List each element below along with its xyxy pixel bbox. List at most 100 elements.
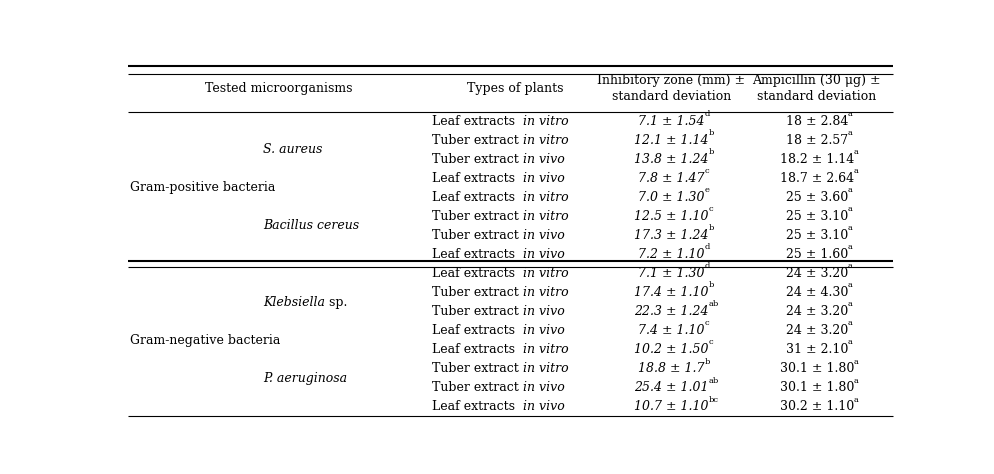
Text: d: d (705, 110, 710, 118)
Text: in vivo: in vivo (523, 229, 565, 242)
Text: 24 ± 3.20: 24 ± 3.20 (785, 305, 848, 318)
Text: 7.1 ± 1.30: 7.1 ± 1.30 (638, 267, 705, 280)
Text: Leaf extracts: Leaf extracts (432, 248, 524, 261)
Text: a: a (854, 357, 859, 365)
Text: c: c (705, 167, 709, 175)
Text: 25 ± 1.60: 25 ± 1.60 (785, 248, 848, 261)
Text: 25 ± 3.10: 25 ± 3.10 (785, 229, 848, 242)
Text: in vitro: in vitro (524, 267, 569, 280)
Text: in vitro: in vitro (524, 115, 569, 128)
Text: in vitro: in vitro (524, 191, 569, 204)
Text: 7.8 ± 1.47: 7.8 ± 1.47 (638, 172, 705, 185)
Text: a: a (848, 110, 853, 118)
Text: a: a (848, 338, 853, 346)
Text: in vivo: in vivo (523, 381, 565, 394)
Text: 7.0 ± 1.30: 7.0 ± 1.30 (638, 191, 705, 204)
Text: in vivo: in vivo (523, 153, 565, 166)
Text: b: b (709, 282, 714, 289)
Text: Leaf extracts: Leaf extracts (432, 172, 524, 185)
Text: Types of plants: Types of plants (467, 82, 564, 95)
Text: 30.1 ± 1.80: 30.1 ± 1.80 (779, 362, 854, 375)
Text: 25 ± 3.10: 25 ± 3.10 (785, 210, 848, 223)
Text: 24 ± 4.30: 24 ± 4.30 (785, 286, 848, 299)
Text: a: a (854, 167, 859, 175)
Text: a: a (848, 262, 853, 270)
Text: b: b (705, 357, 710, 365)
Text: a: a (848, 129, 853, 137)
Text: e: e (705, 186, 710, 194)
Text: in vivo: in vivo (524, 324, 566, 337)
Text: Leaf extracts: Leaf extracts (432, 267, 524, 280)
Text: a: a (848, 224, 853, 232)
Text: in vitro: in vitro (523, 286, 569, 299)
Text: a: a (848, 301, 853, 309)
Text: in vitro: in vitro (523, 134, 569, 146)
Text: in vitro: in vitro (523, 362, 569, 375)
Text: Leaf extracts: Leaf extracts (432, 191, 524, 204)
Text: in vivo: in vivo (524, 248, 566, 261)
Text: 24 ± 3.20: 24 ± 3.20 (785, 267, 848, 280)
Text: 18.2 ± 1.14: 18.2 ± 1.14 (779, 153, 854, 166)
Text: 18 ± 2.57: 18 ± 2.57 (785, 134, 848, 146)
Text: a: a (848, 186, 853, 194)
Text: 18.7 ± 2.64: 18.7 ± 2.64 (779, 172, 854, 185)
Text: Gram-positive bacteria: Gram-positive bacteria (129, 182, 275, 194)
Text: in vitro: in vitro (524, 343, 569, 356)
Text: 7.2 ± 1.10: 7.2 ± 1.10 (638, 248, 705, 261)
Text: a: a (848, 243, 853, 251)
Text: Tuber extract: Tuber extract (432, 362, 523, 375)
Text: a: a (848, 282, 853, 289)
Text: c: c (709, 205, 713, 213)
Text: a: a (854, 376, 859, 384)
Text: 22.3 ± 1.24: 22.3 ± 1.24 (634, 305, 709, 318)
Text: 10.7 ± 1.10: 10.7 ± 1.10 (634, 401, 709, 413)
Text: Leaf extracts: Leaf extracts (432, 324, 524, 337)
Text: P. aeruginosa: P. aeruginosa (262, 372, 347, 385)
Text: Leaf extracts: Leaf extracts (432, 115, 524, 128)
Text: 12.5 ± 1.10: 12.5 ± 1.10 (634, 210, 709, 223)
Text: S. aureus: S. aureus (262, 143, 322, 156)
Text: a: a (854, 148, 859, 156)
Text: Tuber extract: Tuber extract (432, 381, 523, 394)
Text: Leaf extracts: Leaf extracts (432, 401, 524, 413)
Text: Leaf extracts: Leaf extracts (432, 343, 524, 356)
Text: Tuber extract: Tuber extract (432, 134, 523, 146)
Text: 12.1 ± 1.14: 12.1 ± 1.14 (634, 134, 709, 146)
Text: Ampicillin (30 μg) ±: Ampicillin (30 μg) ± (752, 74, 881, 87)
Text: 10.2 ± 1.50: 10.2 ± 1.50 (634, 343, 709, 356)
Text: 30.2 ± 1.10: 30.2 ± 1.10 (779, 401, 854, 413)
Text: b: b (709, 224, 714, 232)
Text: 13.8 ± 1.24: 13.8 ± 1.24 (634, 153, 709, 166)
Text: a: a (854, 396, 859, 404)
Text: 17.4 ± 1.10: 17.4 ± 1.10 (634, 286, 709, 299)
Text: a: a (848, 319, 853, 328)
Text: Tuber extract: Tuber extract (432, 153, 523, 166)
Text: c: c (709, 338, 713, 346)
Text: d: d (705, 262, 710, 270)
Text: d: d (705, 243, 710, 251)
Text: Gram-negative bacteria: Gram-negative bacteria (129, 334, 280, 346)
Text: in vivo: in vivo (523, 305, 565, 318)
Text: Tuber extract: Tuber extract (432, 210, 523, 223)
Text: 25 ± 3.60: 25 ± 3.60 (785, 191, 848, 204)
Text: 24 ± 3.20: 24 ± 3.20 (785, 324, 848, 337)
Text: standard deviation: standard deviation (757, 91, 877, 103)
Text: 25.4 ± 1.01: 25.4 ± 1.01 (634, 381, 709, 394)
Text: bc: bc (709, 396, 719, 404)
Text: Bacillus cereus: Bacillus cereus (262, 219, 359, 232)
Text: in vivo: in vivo (524, 172, 566, 185)
Text: 18 ± 2.84: 18 ± 2.84 (785, 115, 848, 128)
Text: Klebsiella: Klebsiella (262, 296, 325, 309)
Text: 31 ± 2.10: 31 ± 2.10 (785, 343, 848, 356)
Text: sp.: sp. (325, 296, 347, 309)
Text: 7.1 ± 1.54: 7.1 ± 1.54 (638, 115, 705, 128)
Text: b: b (709, 129, 714, 137)
Text: Tuber extract: Tuber extract (432, 286, 523, 299)
Text: b: b (709, 148, 714, 156)
Text: 17.3 ± 1.24: 17.3 ± 1.24 (634, 229, 709, 242)
Text: 30.1 ± 1.80: 30.1 ± 1.80 (779, 381, 854, 394)
Text: 7.4 ± 1.10: 7.4 ± 1.10 (638, 324, 705, 337)
Text: in vivo: in vivo (524, 401, 566, 413)
Text: ab: ab (709, 376, 719, 384)
Text: Tuber extract: Tuber extract (432, 229, 523, 242)
